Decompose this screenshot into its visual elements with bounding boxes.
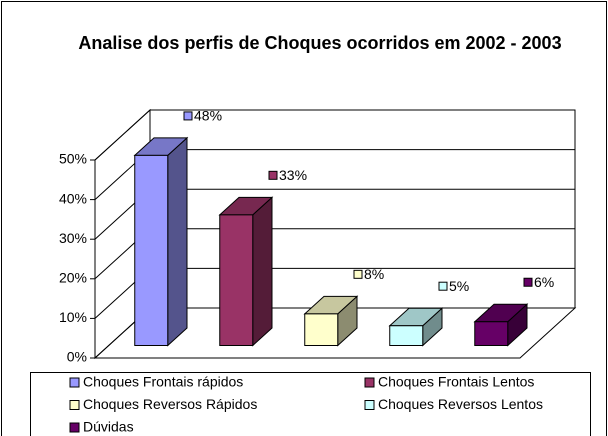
bar-front [474, 321, 509, 346]
chart-title: Analise dos perfis de Choques ocorridos … [78, 33, 562, 53]
legend-label: Choques Frontais rápidos [83, 374, 243, 390]
bar-side [167, 136, 188, 347]
label-marker [268, 170, 278, 180]
bar-side [252, 196, 273, 347]
data-label: 33% [279, 167, 307, 183]
y-tick-label: 50% [59, 151, 87, 167]
y-tick-label: 10% [59, 309, 87, 325]
y-tick-label: 30% [59, 230, 87, 246]
legend-label: Dúvidas [83, 419, 134, 435]
label-marker [183, 111, 193, 121]
legend-marker [69, 377, 80, 388]
legend-label: Choques Reversos Rápidos [83, 396, 257, 412]
legend-marker [69, 422, 80, 433]
grid-line [94, 109, 575, 161]
label-marker [353, 269, 363, 279]
bar-front [304, 313, 339, 346]
label-marker [523, 277, 533, 287]
legend-label: Choques Reversos Lentos [378, 396, 543, 412]
bar-front [134, 154, 169, 346]
y-tick-label: 0% [67, 349, 87, 365]
y-tick-label: 40% [59, 190, 87, 206]
bar-front [389, 325, 424, 346]
data-label: 48% [194, 108, 222, 124]
legend-marker [364, 400, 375, 410]
label-marker [438, 281, 448, 291]
y-tick-label: 20% [59, 270, 87, 286]
data-label: 6% [534, 274, 554, 290]
legend-box [30, 372, 591, 436]
data-label: 8% [364, 266, 384, 282]
data-label: 5% [449, 278, 469, 294]
legend-label: Choques Frontais Lentos [378, 374, 534, 390]
legend-marker [364, 377, 375, 388]
bar-front [219, 214, 254, 346]
legend-marker [69, 400, 80, 410]
